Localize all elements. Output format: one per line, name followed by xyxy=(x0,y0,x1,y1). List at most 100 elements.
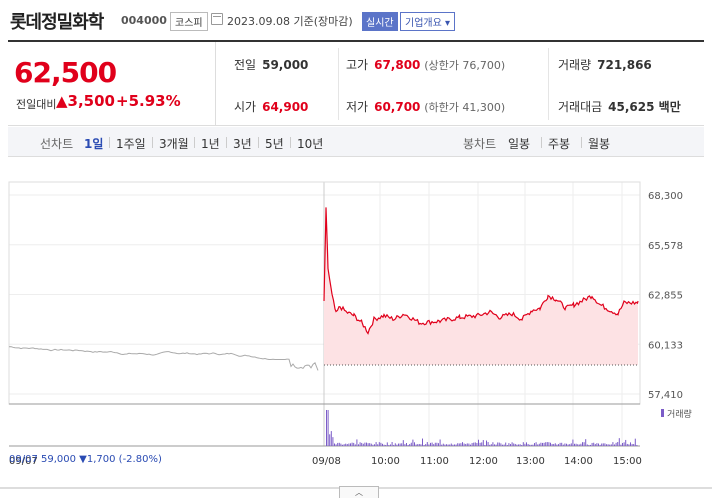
stat-label: 전일 xyxy=(234,58,257,72)
volume-bar xyxy=(630,442,631,446)
realtime-button[interactable]: 실시간 xyxy=(362,12,398,31)
volume-bar xyxy=(614,444,615,446)
volume-bar xyxy=(402,440,404,446)
volume-bar xyxy=(590,444,591,446)
volume-bar xyxy=(409,444,411,446)
stat-high: 고가 67,800 (상한가 76,700) xyxy=(346,56,505,73)
tab-3m[interactable]: 3개월 xyxy=(159,137,189,151)
market-badge: 코스피 xyxy=(170,12,208,31)
volume-bar xyxy=(438,443,439,446)
volume-bar xyxy=(436,442,438,446)
volume-bar xyxy=(567,444,569,446)
volume-bar xyxy=(404,444,406,446)
volume-bar xyxy=(545,442,547,446)
x-tick-label: 10:00 xyxy=(371,456,400,467)
current-price: 62,500 xyxy=(14,56,117,89)
volume-bar xyxy=(442,443,444,446)
prev-day-price-line xyxy=(8,346,319,371)
stat-value: 67,800 xyxy=(374,58,421,72)
volume-bar xyxy=(583,442,585,446)
volume-bar xyxy=(566,443,567,446)
volume-bar xyxy=(447,444,449,446)
volume-bar xyxy=(338,442,340,446)
volume-bar xyxy=(367,443,369,446)
volume-bar xyxy=(351,442,353,446)
tab-divider xyxy=(541,137,542,148)
volume-bar xyxy=(617,442,619,446)
tab-divider xyxy=(581,137,582,148)
volume-bar xyxy=(487,442,489,446)
tab-1y[interactable]: 1년 xyxy=(201,137,220,151)
volume-bar xyxy=(497,442,499,446)
volume-bar xyxy=(345,443,347,446)
collapse-chevron-icon[interactable]: ︿ xyxy=(339,486,379,498)
change-label: 전일대비 xyxy=(16,98,57,111)
tab-daily[interactable]: 일봉 xyxy=(508,137,531,151)
prev-day-summary: 09/07 59,000 ▼1,700 (-2.80%) xyxy=(9,454,162,465)
volume-bar xyxy=(492,442,494,446)
price-change: ▲3,500 xyxy=(56,92,115,110)
tab-weekly[interactable]: 주봉 xyxy=(548,137,571,151)
volume-bar xyxy=(559,442,561,446)
tab-3y[interactable]: 3년 xyxy=(233,137,252,151)
volume-bar xyxy=(378,442,380,446)
volume-bar xyxy=(495,444,497,446)
volume-bar xyxy=(514,443,516,446)
volume-bar xyxy=(452,444,454,446)
volume-bar xyxy=(391,442,393,446)
volume-bar xyxy=(591,442,593,446)
company-name[interactable]: 롯데정밀화학 xyxy=(10,12,104,33)
stat-open: 시가 64,900 xyxy=(234,98,308,115)
volume-bar xyxy=(535,442,537,446)
tab-monthly[interactable]: 월봉 xyxy=(588,137,611,151)
volume-bar xyxy=(335,444,337,446)
volume-bar xyxy=(518,444,519,446)
tab-1d[interactable]: 1일 xyxy=(84,137,104,151)
volume-bar xyxy=(422,438,423,446)
volume-bar xyxy=(522,442,524,446)
volume-bar xyxy=(473,442,475,446)
volume-bar xyxy=(465,443,467,446)
tab-10y[interactable]: 10년 xyxy=(297,137,324,151)
volume-bar xyxy=(615,442,617,446)
volume-bar xyxy=(626,443,628,446)
volume-bar xyxy=(490,444,492,446)
tab-1w[interactable]: 1주일 xyxy=(116,137,146,151)
volume-bar xyxy=(449,444,451,446)
x-tick-label: 14:00 xyxy=(564,456,593,467)
current-price-box: 62,500 전일대비 ▲3,500 +5.93% xyxy=(8,42,216,126)
volume-bar xyxy=(593,442,595,446)
volume-bar xyxy=(620,444,622,446)
volume-bar xyxy=(388,444,390,446)
volume-bar xyxy=(561,442,563,446)
volume-bar xyxy=(410,442,412,446)
volume-bar xyxy=(377,444,379,446)
volume-bar xyxy=(543,442,545,446)
tab-5y[interactable]: 5년 xyxy=(265,137,284,151)
volume-bar xyxy=(375,442,377,446)
volume-bar xyxy=(529,444,531,446)
volume-bar xyxy=(354,444,356,446)
volume-bar xyxy=(622,442,623,446)
corp-info-dropdown[interactable]: 기업개요 ▾ xyxy=(400,12,455,31)
volume-bar xyxy=(362,443,364,446)
volume-bar xyxy=(542,442,543,446)
volume-bar xyxy=(346,444,348,446)
volume-bar xyxy=(578,444,580,446)
volume-bar xyxy=(551,443,553,446)
x-tick-label: 13:00 xyxy=(516,456,545,467)
volume-bar xyxy=(556,444,558,446)
volume-bar xyxy=(505,442,507,446)
volume-bar xyxy=(570,443,572,446)
volume-bar xyxy=(534,443,535,446)
volume-bar xyxy=(502,444,503,446)
volume-bar xyxy=(594,444,596,446)
tab-divider xyxy=(109,137,110,148)
volume-bar xyxy=(503,444,505,446)
volume-bar xyxy=(342,444,343,446)
volume-bar xyxy=(428,444,430,446)
volume-bar xyxy=(393,444,395,446)
calendar-icon xyxy=(211,13,223,25)
volume-bar xyxy=(454,444,455,446)
